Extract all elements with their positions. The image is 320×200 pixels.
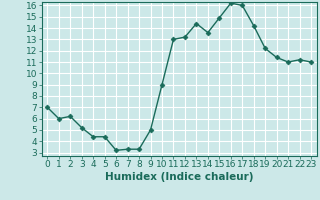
- X-axis label: Humidex (Indice chaleur): Humidex (Indice chaleur): [105, 172, 253, 182]
